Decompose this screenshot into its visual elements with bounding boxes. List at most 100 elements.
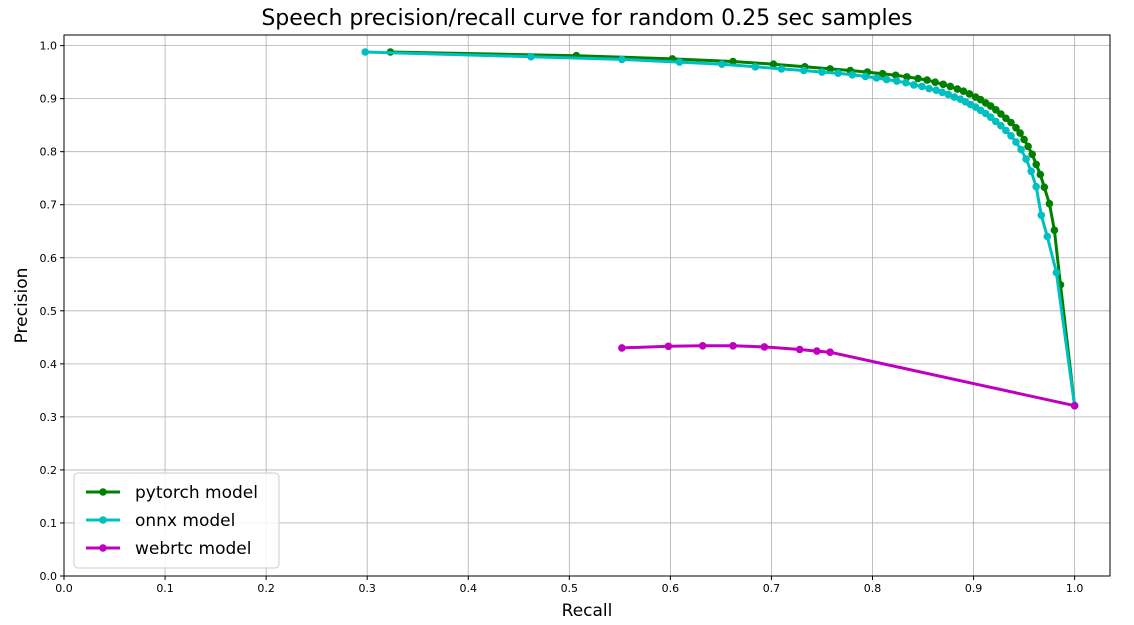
data-point <box>751 63 760 71</box>
data-point <box>959 87 968 95</box>
y-axis-title: Precision <box>12 268 32 344</box>
x-tick-label: 0.4 <box>460 582 478 595</box>
data-point <box>1050 226 1059 234</box>
data-point <box>893 77 901 85</box>
data-point <box>800 66 808 75</box>
series-onnx <box>361 48 1079 410</box>
data-point <box>1070 401 1079 410</box>
legend-swatch-marker <box>99 488 107 496</box>
data-point <box>918 82 926 91</box>
x-tick-label: 0.5 <box>561 582 579 595</box>
data-point <box>1045 199 1054 208</box>
data-point <box>1007 118 1015 127</box>
data-point <box>878 69 887 78</box>
x-tick-label: 1.0 <box>1066 582 1084 595</box>
y-tick-label: 0.2 <box>40 464 58 477</box>
y-tick-label: 0.7 <box>40 199 58 212</box>
data-point <box>1032 182 1040 191</box>
y-tick-label: 0.4 <box>40 358 58 371</box>
data-point <box>882 75 891 84</box>
data-point <box>1012 138 1020 146</box>
data-point <box>760 343 769 351</box>
x-tick-label: 0.3 <box>358 582 376 595</box>
data-point <box>834 69 842 77</box>
data-point <box>1012 124 1020 132</box>
data-point <box>769 60 778 68</box>
data-point <box>718 60 726 68</box>
data-point <box>618 344 626 352</box>
data-point <box>992 106 1000 114</box>
data-point <box>997 110 1005 118</box>
data-point <box>826 65 834 73</box>
data-point <box>1043 232 1052 241</box>
data-point <box>938 88 946 97</box>
y-tick-label: 0.5 <box>40 305 58 318</box>
data-point <box>965 90 974 98</box>
data-point <box>1007 132 1015 140</box>
y-tick-label: 0.9 <box>40 93 58 106</box>
legend-label: onnx model <box>135 511 235 531</box>
y-tick-label: 0.0 <box>40 570 58 583</box>
plot-frame <box>63 34 1111 577</box>
legend-swatch-marker <box>99 516 107 524</box>
x-tick-label: 0.7 <box>763 582 781 595</box>
data-point <box>795 345 804 354</box>
legend-box <box>73 472 280 569</box>
data-point <box>932 86 940 94</box>
data-point <box>910 81 918 89</box>
data-point <box>950 93 959 101</box>
legend-label: pytorch model <box>135 483 258 503</box>
data-point <box>1040 183 1049 191</box>
data-point <box>953 85 962 93</box>
series-webrtc <box>618 342 1079 410</box>
data-point <box>861 72 870 81</box>
data-point <box>618 55 626 64</box>
data-point <box>1017 145 1025 154</box>
data-point <box>1002 114 1010 123</box>
data-point <box>923 76 931 84</box>
series-layer <box>361 48 1079 410</box>
data-point <box>729 57 737 66</box>
data-point <box>1027 167 1035 176</box>
data-point <box>729 342 737 350</box>
data-point <box>826 348 834 357</box>
data-point <box>992 117 1000 126</box>
legend: pytorch model onnx model webrtc model <box>73 472 280 569</box>
data-point <box>527 52 535 61</box>
data-point <box>872 74 881 82</box>
data-point <box>1037 211 1046 220</box>
data-point <box>1024 142 1032 151</box>
y-tick-label: 1.0 <box>40 40 58 53</box>
data-point <box>1052 268 1061 277</box>
x-tick-label: 0.6 <box>662 582 680 595</box>
data-point <box>946 82 955 91</box>
x-axis-title: Recall <box>562 601 613 621</box>
y-tick-label: 0.8 <box>40 146 58 159</box>
axis-ticks: 0.0 0.1 0.2 0.3 0.4 0.5 0.6 0.7 0.8 0.9 1.0 0.0 0.1 0… <box>40 40 1084 595</box>
data-point <box>1020 135 1028 144</box>
data-point <box>777 65 786 73</box>
data-point <box>1036 170 1045 179</box>
x-tick-label: 0.1 <box>156 582 174 595</box>
legend-label: webrtc model <box>135 539 252 559</box>
data-point <box>986 113 995 121</box>
data-point <box>813 347 821 355</box>
data-point <box>931 78 939 86</box>
data-point <box>944 90 953 99</box>
data-point <box>903 73 911 81</box>
x-tick-label: 0.2 <box>257 582 275 595</box>
data-point <box>1016 129 1024 137</box>
chart-title: Speech precision/recall curve for random… <box>261 6 912 31</box>
data-point <box>1032 160 1040 169</box>
grid-lines <box>63 35 1110 577</box>
y-tick-label: 0.1 <box>40 517 58 530</box>
data-point <box>1028 150 1036 159</box>
data-point <box>891 71 900 80</box>
data-point <box>664 342 673 351</box>
data-point <box>848 71 857 79</box>
data-point <box>818 68 826 76</box>
data-point <box>1002 126 1010 135</box>
data-point <box>902 78 910 87</box>
x-tick-label: 0.8 <box>864 582 882 595</box>
x-tick-label: 0.9 <box>965 582 983 595</box>
